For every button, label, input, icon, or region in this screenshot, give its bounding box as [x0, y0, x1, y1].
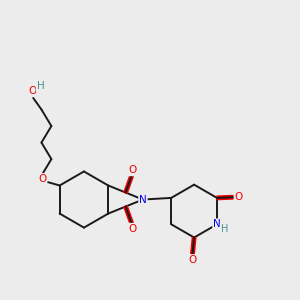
Text: O: O — [28, 86, 37, 96]
Text: H: H — [220, 224, 228, 234]
Text: N: N — [139, 194, 147, 205]
Text: H: H — [37, 81, 44, 91]
Text: O: O — [128, 224, 136, 234]
Text: O: O — [188, 255, 196, 265]
Text: O: O — [235, 192, 243, 202]
Text: N: N — [213, 219, 221, 229]
Text: O: O — [38, 174, 46, 184]
Text: O: O — [128, 165, 136, 176]
